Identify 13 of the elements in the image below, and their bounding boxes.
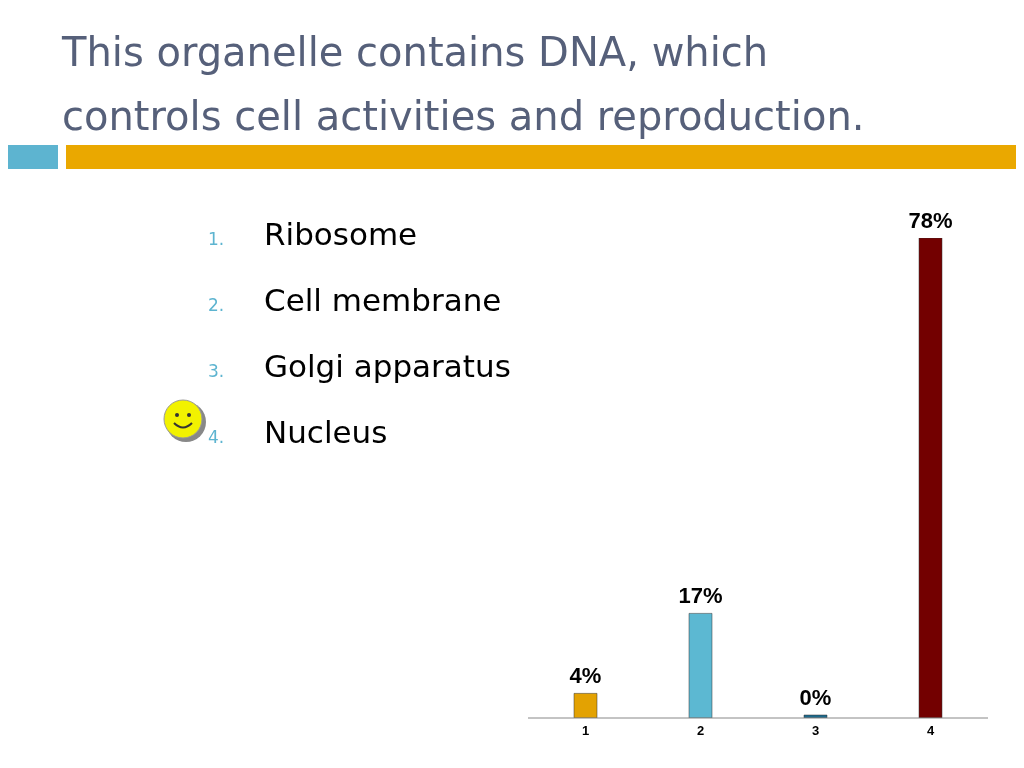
chart-title: This organelle contains DNA, which controls cell activities and reproduction. [62,28,866,141]
text: 4. Nucleus [208,414,388,450]
data-label: 78% [908,208,953,233]
text: 3. Golgi apparatus [208,348,511,384]
x-tick-label: 3 [811,723,820,739]
data-label: 17% [678,583,723,609]
data-label: 0% [799,685,832,710]
data-label: 4% [569,663,602,689]
text: 2. Cell membrane [208,282,502,318]
x-tick-label: 2 [696,723,705,739]
text: 1. Ribosome [208,216,418,252]
x-tick-label: 4 [926,723,935,739]
x-tick-label: 1 [581,723,590,739]
